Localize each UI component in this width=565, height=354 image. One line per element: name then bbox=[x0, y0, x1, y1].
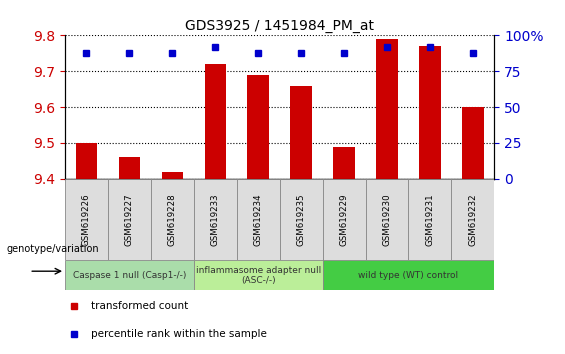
Text: percentile rank within the sample: percentile rank within the sample bbox=[91, 330, 267, 339]
Bar bbox=[408, 179, 451, 260]
Text: GSM619235: GSM619235 bbox=[297, 193, 306, 246]
Bar bbox=[108, 179, 151, 260]
Text: wild type (WT) control: wild type (WT) control bbox=[358, 271, 459, 280]
Text: GSM619228: GSM619228 bbox=[168, 193, 177, 246]
Bar bbox=[323, 179, 366, 260]
Bar bbox=[65, 260, 194, 290]
Title: GDS3925 / 1451984_PM_at: GDS3925 / 1451984_PM_at bbox=[185, 19, 374, 33]
Text: GSM619229: GSM619229 bbox=[340, 193, 349, 246]
Bar bbox=[237, 179, 280, 260]
Bar bbox=[280, 179, 323, 260]
Bar bbox=[119, 157, 140, 179]
Text: Caspase 1 null (Casp1-/-): Caspase 1 null (Casp1-/-) bbox=[73, 271, 186, 280]
Text: GSM619233: GSM619233 bbox=[211, 193, 220, 246]
Text: GSM619231: GSM619231 bbox=[425, 193, 434, 246]
Bar bbox=[323, 260, 494, 290]
Bar bbox=[76, 143, 97, 179]
Text: GSM619234: GSM619234 bbox=[254, 193, 263, 246]
Bar bbox=[366, 179, 408, 260]
Text: transformed count: transformed count bbox=[91, 301, 188, 311]
Text: GSM619226: GSM619226 bbox=[82, 193, 91, 246]
Bar bbox=[194, 260, 323, 290]
Bar bbox=[376, 39, 398, 179]
Text: GSM619227: GSM619227 bbox=[125, 193, 134, 246]
Text: genotype/variation: genotype/variation bbox=[7, 244, 99, 255]
Text: inflammasome adapter null
(ASC-/-): inflammasome adapter null (ASC-/-) bbox=[195, 266, 321, 285]
Bar bbox=[451, 179, 494, 260]
Bar bbox=[290, 86, 312, 179]
Bar bbox=[162, 172, 183, 179]
Bar bbox=[462, 107, 484, 179]
Text: GSM619230: GSM619230 bbox=[383, 193, 392, 246]
Bar bbox=[419, 46, 441, 179]
Bar bbox=[65, 179, 108, 260]
Bar bbox=[151, 179, 194, 260]
Bar bbox=[194, 179, 237, 260]
Bar bbox=[333, 147, 355, 179]
Bar bbox=[247, 75, 269, 179]
Text: GSM619232: GSM619232 bbox=[468, 193, 477, 246]
Bar bbox=[205, 64, 226, 179]
